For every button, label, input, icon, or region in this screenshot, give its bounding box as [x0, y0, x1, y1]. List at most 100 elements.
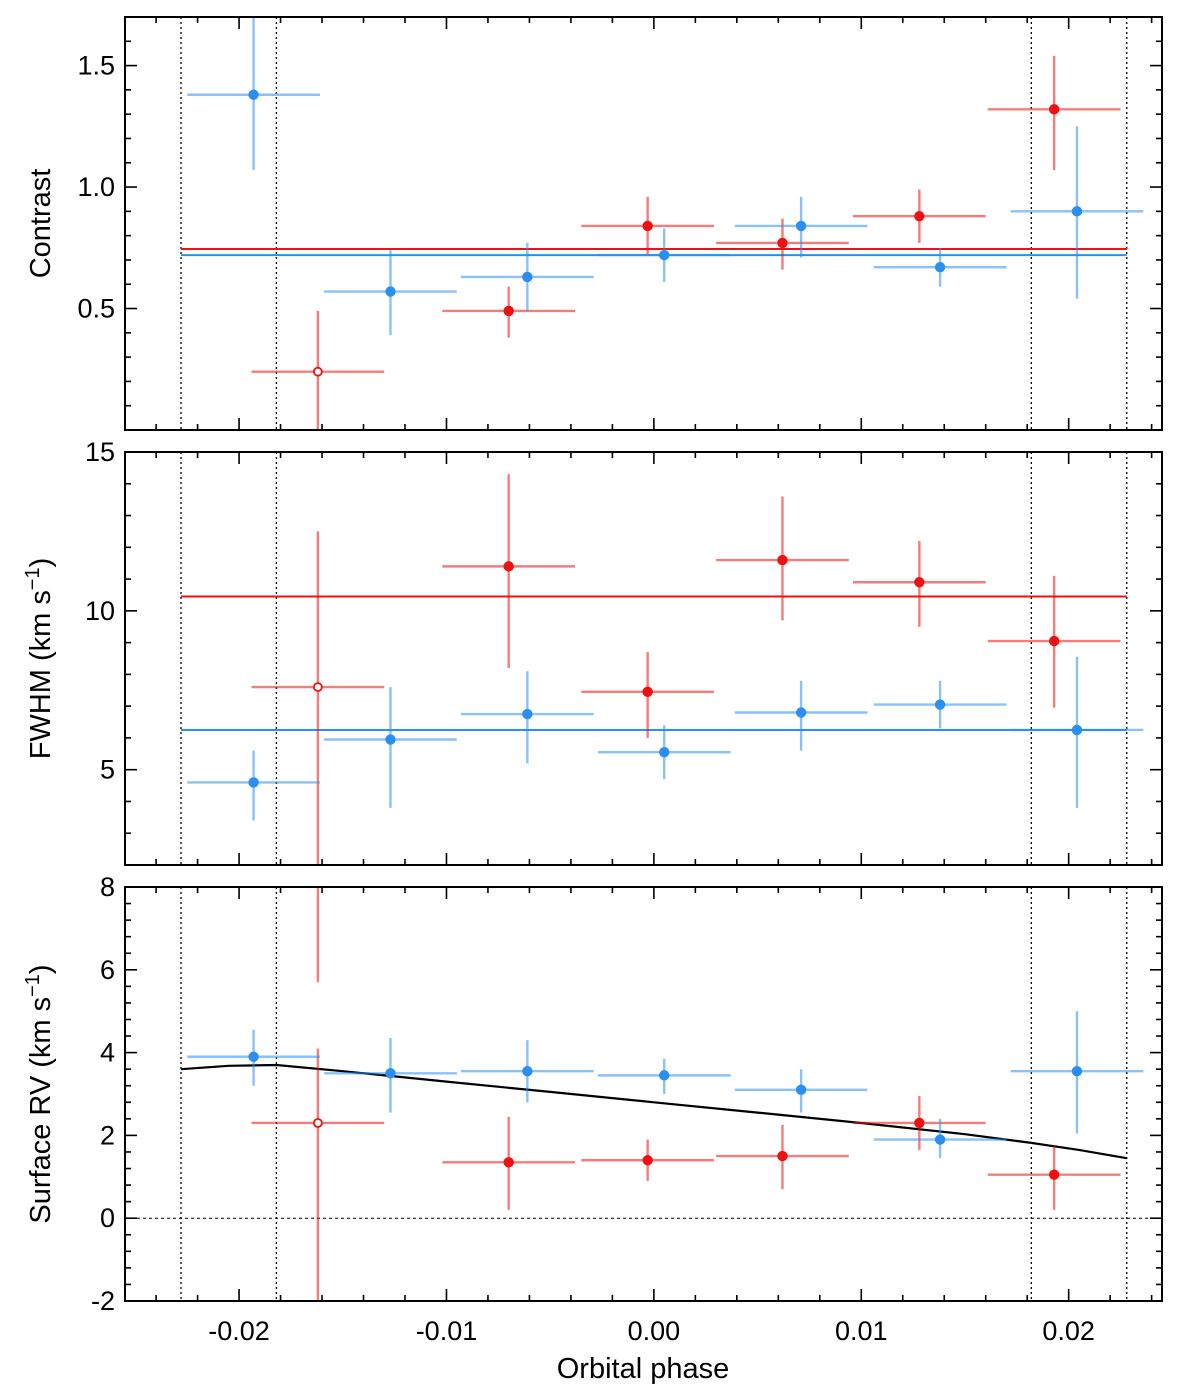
red-data-point: [581, 1139, 715, 1181]
red-data-point: [852, 1096, 986, 1150]
x-tick-label: 0.02: [1042, 1316, 1095, 1346]
red-marker: [777, 1150, 788, 1162]
panel-surface-rv: -2 0 2 4 6 8 Surface RV (km s−1): [22, 872, 1163, 1316]
y-tick-label: 6: [100, 955, 115, 985]
red-data-point: [251, 887, 385, 1301]
blue-marker: [795, 707, 807, 718]
y-tick-label: 8: [100, 872, 115, 902]
blue-marker: [795, 220, 807, 232]
y-tick-label: 2: [100, 1120, 115, 1150]
blue-marker: [385, 1068, 396, 1079]
blue-data-point: [460, 242, 594, 311]
red-marker: [1048, 1169, 1060, 1180]
y-tick-label: 15: [85, 437, 115, 467]
y-tick-label: 0: [100, 1203, 115, 1233]
red-data-point: [442, 474, 576, 669]
red-data-point: [716, 218, 849, 270]
panel-fwhm: 5 10 15 FWHM (km s−1): [22, 437, 1163, 866]
red-marker: [642, 1155, 653, 1166]
panel-contrast: 0.5 1.0 1.5 Contrast: [25, 16, 1163, 431]
blue-data-point: [873, 247, 1007, 287]
y-axis-title: FWHM (km s−1): [22, 558, 57, 760]
y-axis-title-text: Contrast: [25, 169, 57, 279]
blue-marker: [522, 1066, 533, 1077]
x-axis: -0.02 -0.01 0.00 0.01 0.02 Orbital phase: [208, 1316, 1095, 1385]
ticks: [125, 451, 1162, 866]
red-marker: [503, 305, 514, 317]
blue-data-point: [187, 1029, 320, 1086]
red-marker: [914, 211, 925, 222]
plot-area: [180, 452, 1144, 865]
blue-marker: [522, 271, 533, 283]
blue-marker: [934, 1134, 946, 1145]
blue-marker: [385, 286, 396, 297]
y-tick-label: 0.5: [77, 294, 115, 324]
blue-data-point: [460, 1040, 594, 1103]
red-data-point: [987, 575, 1121, 708]
blue-data-point: [187, 750, 320, 821]
blue-data-point: [873, 1118, 1007, 1159]
y-axis-title-superscript: −1: [22, 567, 44, 590]
red-marker: [503, 561, 514, 572]
y-tick-label: -2: [91, 1286, 115, 1316]
y-axis-title-text: ): [25, 964, 57, 974]
red-marker-open: [312, 1118, 323, 1128]
blue-data-point: [1010, 1011, 1144, 1134]
panel-frame: [124, 886, 1163, 1302]
ticks: [125, 886, 1162, 1302]
red-marker: [503, 1157, 514, 1168]
blue-data-point: [597, 725, 731, 780]
red-marker: [777, 237, 788, 249]
blue-data-point: [597, 228, 731, 282]
red-marker: [777, 554, 788, 566]
blue-data-point: [324, 1038, 457, 1113]
y-tick-label: 4: [100, 1038, 115, 1068]
y-tick-label: 5: [100, 755, 115, 785]
chart-panels: 0.5 1.0 1.5 Contrast 5 10 15 FWHM (km s−1) -2 0 2 4…: [22, 16, 1163, 1316]
blue-marker: [248, 777, 259, 788]
panel-frame: [124, 451, 1163, 866]
blue-data-point: [734, 196, 868, 258]
blue-data-point: [734, 680, 868, 751]
x-tick-label: -0.02: [208, 1316, 270, 1346]
y-tick-label: 1.0: [77, 172, 115, 202]
blue-marker: [795, 1084, 807, 1096]
blue-marker: [934, 262, 946, 273]
blue-data-point: [734, 1069, 868, 1113]
blue-marker: [659, 747, 670, 758]
blue-data-point: [460, 671, 594, 764]
blue-marker: [659, 249, 670, 261]
blue-marker: [934, 699, 946, 710]
blue-data-point: [324, 687, 457, 808]
x-tick-label: 0.01: [835, 1316, 888, 1346]
blue-marker: [1071, 206, 1083, 217]
blue-data-point: [1010, 656, 1144, 808]
y-tick-label: 10: [85, 596, 115, 626]
blue-data-point: [1010, 126, 1144, 299]
red-data-point: [581, 196, 715, 256]
y-axis-title: Surface RV (km s−1): [22, 964, 57, 1223]
red-data-point: [987, 55, 1121, 171]
blue-data-point: [873, 680, 1007, 729]
blue-marker: [659, 1070, 670, 1081]
y-axis-title-text: ): [25, 558, 57, 568]
red-marker: [1048, 104, 1060, 115]
red-data-point: [581, 652, 715, 738]
blue-data-point: [597, 1058, 731, 1094]
red-data-point: [251, 310, 385, 430]
red-marker: [914, 577, 925, 588]
y-axis-title-superscript: −1: [22, 974, 44, 997]
y-axis-title-text: Surface RV (km s: [25, 997, 57, 1224]
y-axis-title: Contrast: [25, 169, 57, 279]
blue-marker: [1071, 724, 1083, 736]
y-tick-label: 1.5: [77, 51, 115, 81]
panel-frame: [124, 16, 1163, 431]
plot-area: [180, 17, 1144, 430]
red-marker-open: [312, 366, 323, 377]
red-data-point: [852, 189, 986, 243]
blue-marker: [385, 734, 396, 745]
red-data-point: [251, 531, 385, 865]
red-data-point: [442, 286, 576, 338]
blue-marker: [1071, 1066, 1083, 1077]
